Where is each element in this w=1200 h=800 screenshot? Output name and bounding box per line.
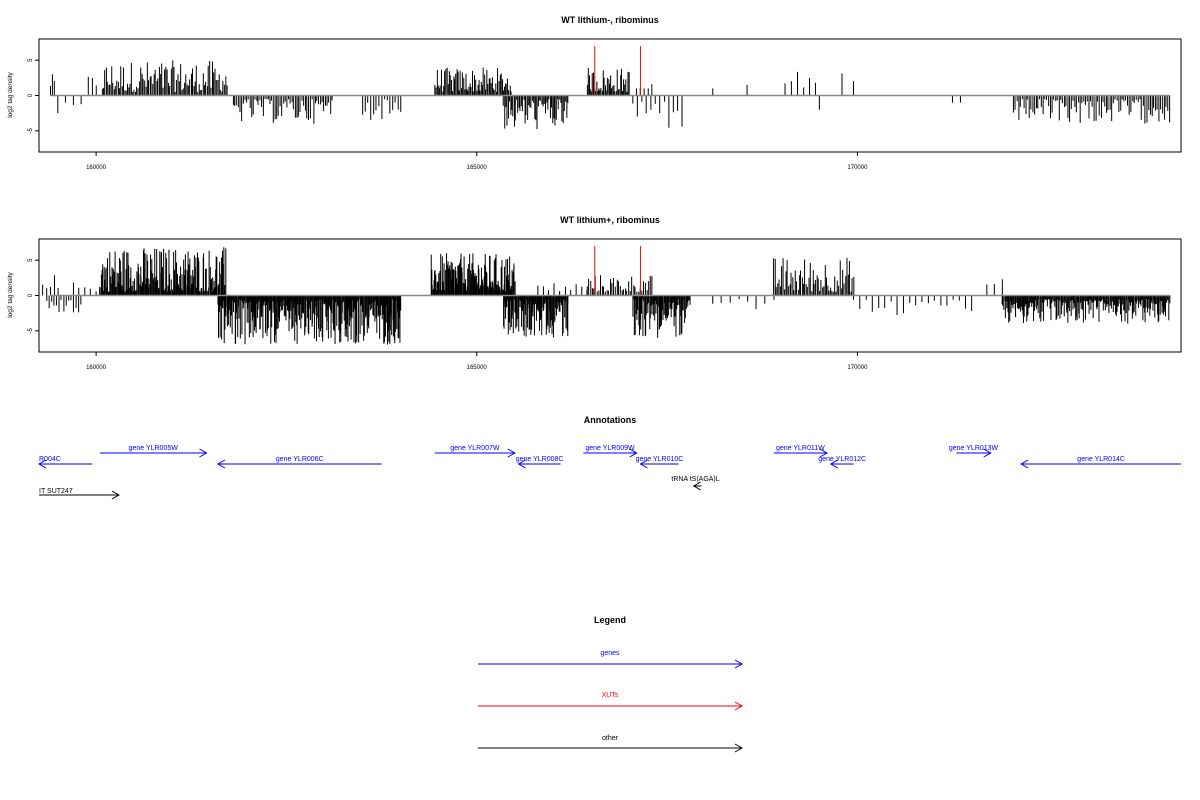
y-axis-label: log2 tag density — [7, 71, 14, 117]
legend-arrowhead-other — [734, 743, 744, 753]
feature-label: gene YLR014C — [1077, 456, 1125, 463]
annotation-feature: gene YLR013W — [949, 445, 999, 458]
coverage-bars — [42, 246, 1171, 345]
feature-arrowhead — [111, 490, 120, 500]
feature-label: tRNA tS(AGA)L — [671, 476, 719, 483]
y-axis: 5 0 -5 — [28, 258, 39, 333]
annotations-panel: Annotations R004C gene YLR005W gene YLR006… — [37, 415, 1181, 500]
panel-title: WT lithium+, ribominus — [560, 215, 660, 225]
panel-title: WT lithium-, ribominus — [561, 15, 659, 25]
feature-label: gene YLR009W — [585, 445, 635, 452]
annotation-feature: R004C — [37, 456, 93, 469]
annotation-feature: gene YLR012C — [818, 456, 866, 469]
feature-arrowhead — [819, 448, 828, 458]
x-axis: 160000 165000 170000 — [86, 352, 868, 371]
feature-label: R004C — [39, 456, 61, 463]
legend-label-xuts: XUTs — [602, 692, 619, 699]
feature-arrowhead — [1020, 459, 1029, 469]
legend-label-other: other — [602, 735, 619, 742]
annotations-title: Annotations — [584, 415, 637, 425]
feature-arrowhead — [216, 459, 226, 469]
annotation-feature: gene YLR011W — [773, 445, 828, 458]
feature-label: gene YLR006C — [276, 456, 324, 463]
legend: Legend genes XUTs other — [478, 615, 744, 753]
feature-label: gene YLR013W — [949, 445, 999, 452]
legend-label-genes: genes — [600, 650, 620, 657]
legend-arrowhead-xuts — [734, 701, 744, 711]
y-tick-label: 5 — [28, 258, 34, 262]
coverage-panel-lithium-plus: WT lithium+, ribominus log2 tag density … — [7, 215, 1182, 371]
feature-arrowhead — [517, 459, 526, 469]
feature-arrowhead — [629, 448, 638, 458]
feature-arrowhead — [829, 459, 839, 469]
y-axis: 5 0 -5 — [28, 58, 39, 133]
annotation-feature: tRNA tS(AGA)L — [671, 476, 720, 491]
feature-label: gene YLR007W — [450, 445, 500, 452]
x-tick-label: 170000 — [847, 365, 868, 371]
feature-arrowhead — [37, 459, 47, 469]
y-axis-label: log2 tag density — [7, 271, 14, 317]
annotation-feature: gene YLR014C — [1020, 456, 1181, 469]
feature-arrowhead — [983, 448, 992, 458]
x-axis: 160000 165000 170000 — [86, 152, 868, 171]
feature-label: gene YLR010C — [636, 456, 684, 463]
annotation-feature: gene YLR010C — [636, 456, 684, 469]
feature-arrowhead — [639, 459, 648, 469]
x-tick-label: 165000 — [467, 365, 488, 371]
y-tick-label: -5 — [28, 127, 34, 133]
annotation-feature: gene YLR007W — [434, 445, 516, 458]
legend-title: Legend — [594, 615, 626, 625]
annotation-features: R004C gene YLR005W gene YLR006C gene YLR007… — [37, 445, 1181, 500]
annotation-feature: gene YLR008C — [516, 456, 564, 469]
feature-label: gene YLR008C — [516, 456, 564, 463]
feature-label: gene YLR011W — [776, 445, 825, 452]
legend-arrowhead-genes — [734, 659, 744, 669]
x-tick-label: 165000 — [467, 165, 488, 171]
y-tick-label: 0 — [28, 93, 34, 97]
feature-label: gene YLR012C — [818, 456, 866, 463]
feature-label: gene YLR005W — [129, 445, 179, 452]
annotation-feature: IT SUT247 — [39, 488, 120, 500]
coverage-bars — [50, 46, 1171, 130]
feature-arrowhead — [199, 448, 208, 458]
feature-label: IT SUT247 — [39, 488, 73, 495]
y-tick-label: 5 — [28, 58, 34, 62]
y-tick-label: 0 — [28, 293, 34, 297]
y-tick-label: -5 — [28, 327, 34, 333]
annotation-feature: gene YLR006C — [216, 456, 382, 469]
x-tick-label: 170000 — [847, 165, 868, 171]
feature-arrowhead — [507, 448, 516, 458]
x-tick-label: 160000 — [86, 165, 107, 171]
annotation-feature: gene YLR009W — [583, 445, 638, 458]
x-tick-label: 160000 — [86, 365, 107, 371]
feature-arrowhead — [692, 481, 701, 491]
coverage-panel-lithium-minus: WT lithium-, ribominus log2 tag density … — [7, 15, 1182, 171]
annotation-feature: gene YLR005W — [99, 445, 208, 458]
